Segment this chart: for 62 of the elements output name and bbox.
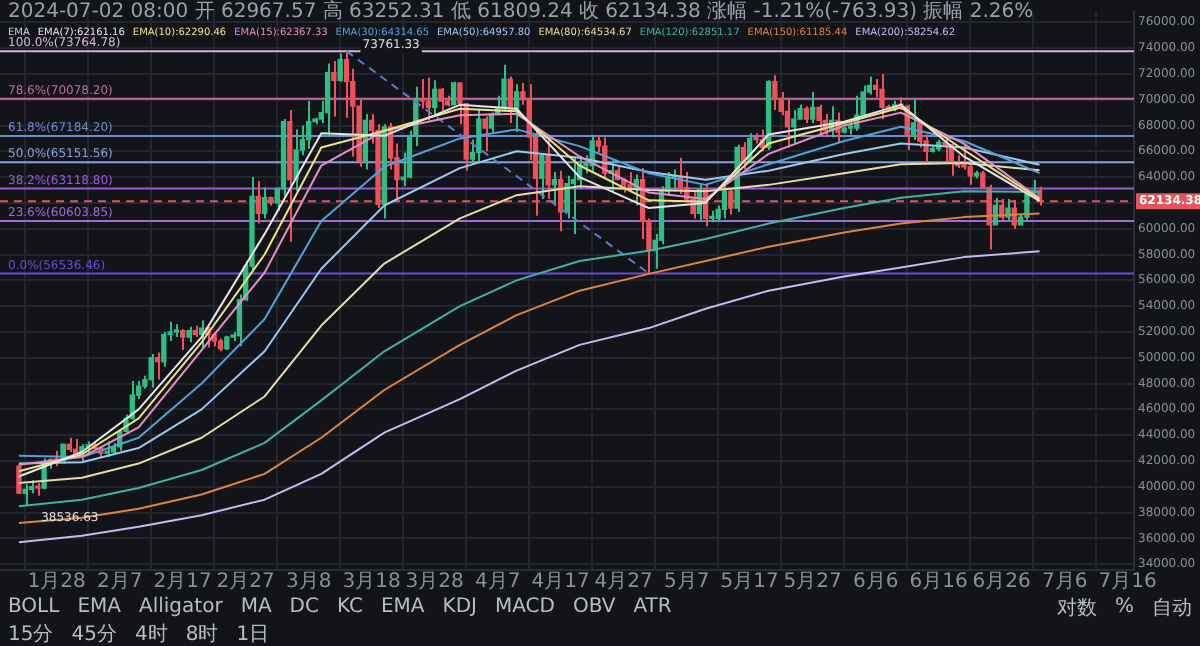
x-tick-label: 7月6 [1041, 571, 1088, 594]
text: 自动 [1152, 595, 1192, 621]
candlestick [784, 98, 791, 149]
text: MACD [494, 596, 555, 618]
text: 4时 [134, 621, 168, 646]
x-tick-label: 6月26 [972, 571, 1031, 594]
x-tick-label: 3月28 [405, 571, 464, 594]
candlestick [337, 52, 343, 83]
text: BOLL [8, 596, 60, 618]
candlestick [551, 170, 558, 207]
candlestick [261, 186, 268, 220]
x-tick-label: 2月7 [96, 571, 143, 594]
candlestick [879, 72, 885, 121]
text: 8时 [185, 621, 219, 646]
candlestick [721, 183, 728, 220]
x-tick-label: 2月27 [216, 571, 275, 594]
text: EMA [380, 596, 425, 618]
candlestick [539, 152, 545, 201]
candlestick [791, 109, 797, 145]
text: 15分 [8, 621, 54, 646]
text: KDJ [442, 596, 477, 618]
text: DC [289, 596, 319, 618]
text: Alligator [139, 596, 223, 618]
x-tick-label: 4月27 [594, 571, 653, 594]
candlestick [438, 87, 444, 113]
text: % [1114, 596, 1134, 618]
x-tick-label: 3月8 [285, 571, 332, 594]
text: EMA [77, 596, 121, 618]
candlestick [180, 328, 186, 352]
x-tick-label: 3月18 [342, 571, 401, 594]
text: MA [240, 596, 272, 618]
text: 对数 [1056, 595, 1097, 621]
candlestick [148, 352, 154, 389]
x-tick-label: 2月17 [153, 571, 212, 594]
x-tick-label: 6月16 [909, 571, 968, 594]
text: 45分 [71, 621, 117, 646]
x-tick-label: 5月7 [663, 571, 710, 594]
candlestick [810, 90, 816, 124]
annotation: 2024-07-02 08:00 开 62967.57 高 63252.31 低 61809.24 收 62134.38 涨幅 -1.21%(-763.93) 振幅 2.26% [8, 0, 1034, 24]
candlestick [432, 79, 438, 115]
candlestick [331, 60, 337, 118]
candlestick [324, 62, 331, 137]
candlestick [306, 100, 312, 150]
x-tick-label: 5月17 [720, 571, 779, 594]
text: 1日 [236, 621, 270, 646]
x-tick-label: 7月16 [1098, 571, 1157, 594]
text: KC [336, 596, 363, 618]
candlestick [482, 115, 488, 153]
x-tick-label: 4月7 [474, 571, 521, 594]
candlestick [772, 74, 778, 112]
candlestick [501, 63, 507, 113]
x-tick-label: 5月27 [783, 571, 842, 594]
candlestick [816, 103, 822, 136]
text: OBV [572, 596, 616, 618]
candlestick [425, 76, 432, 122]
x-tick-label: 1月28 [27, 571, 86, 594]
x-tick-label: 6月6 [852, 571, 899, 594]
candlestick [293, 128, 299, 193]
candlestick [161, 330, 167, 368]
text: ATR [633, 596, 672, 618]
candlestick [564, 174, 570, 220]
x-tick-label: 4月17 [531, 571, 590, 594]
